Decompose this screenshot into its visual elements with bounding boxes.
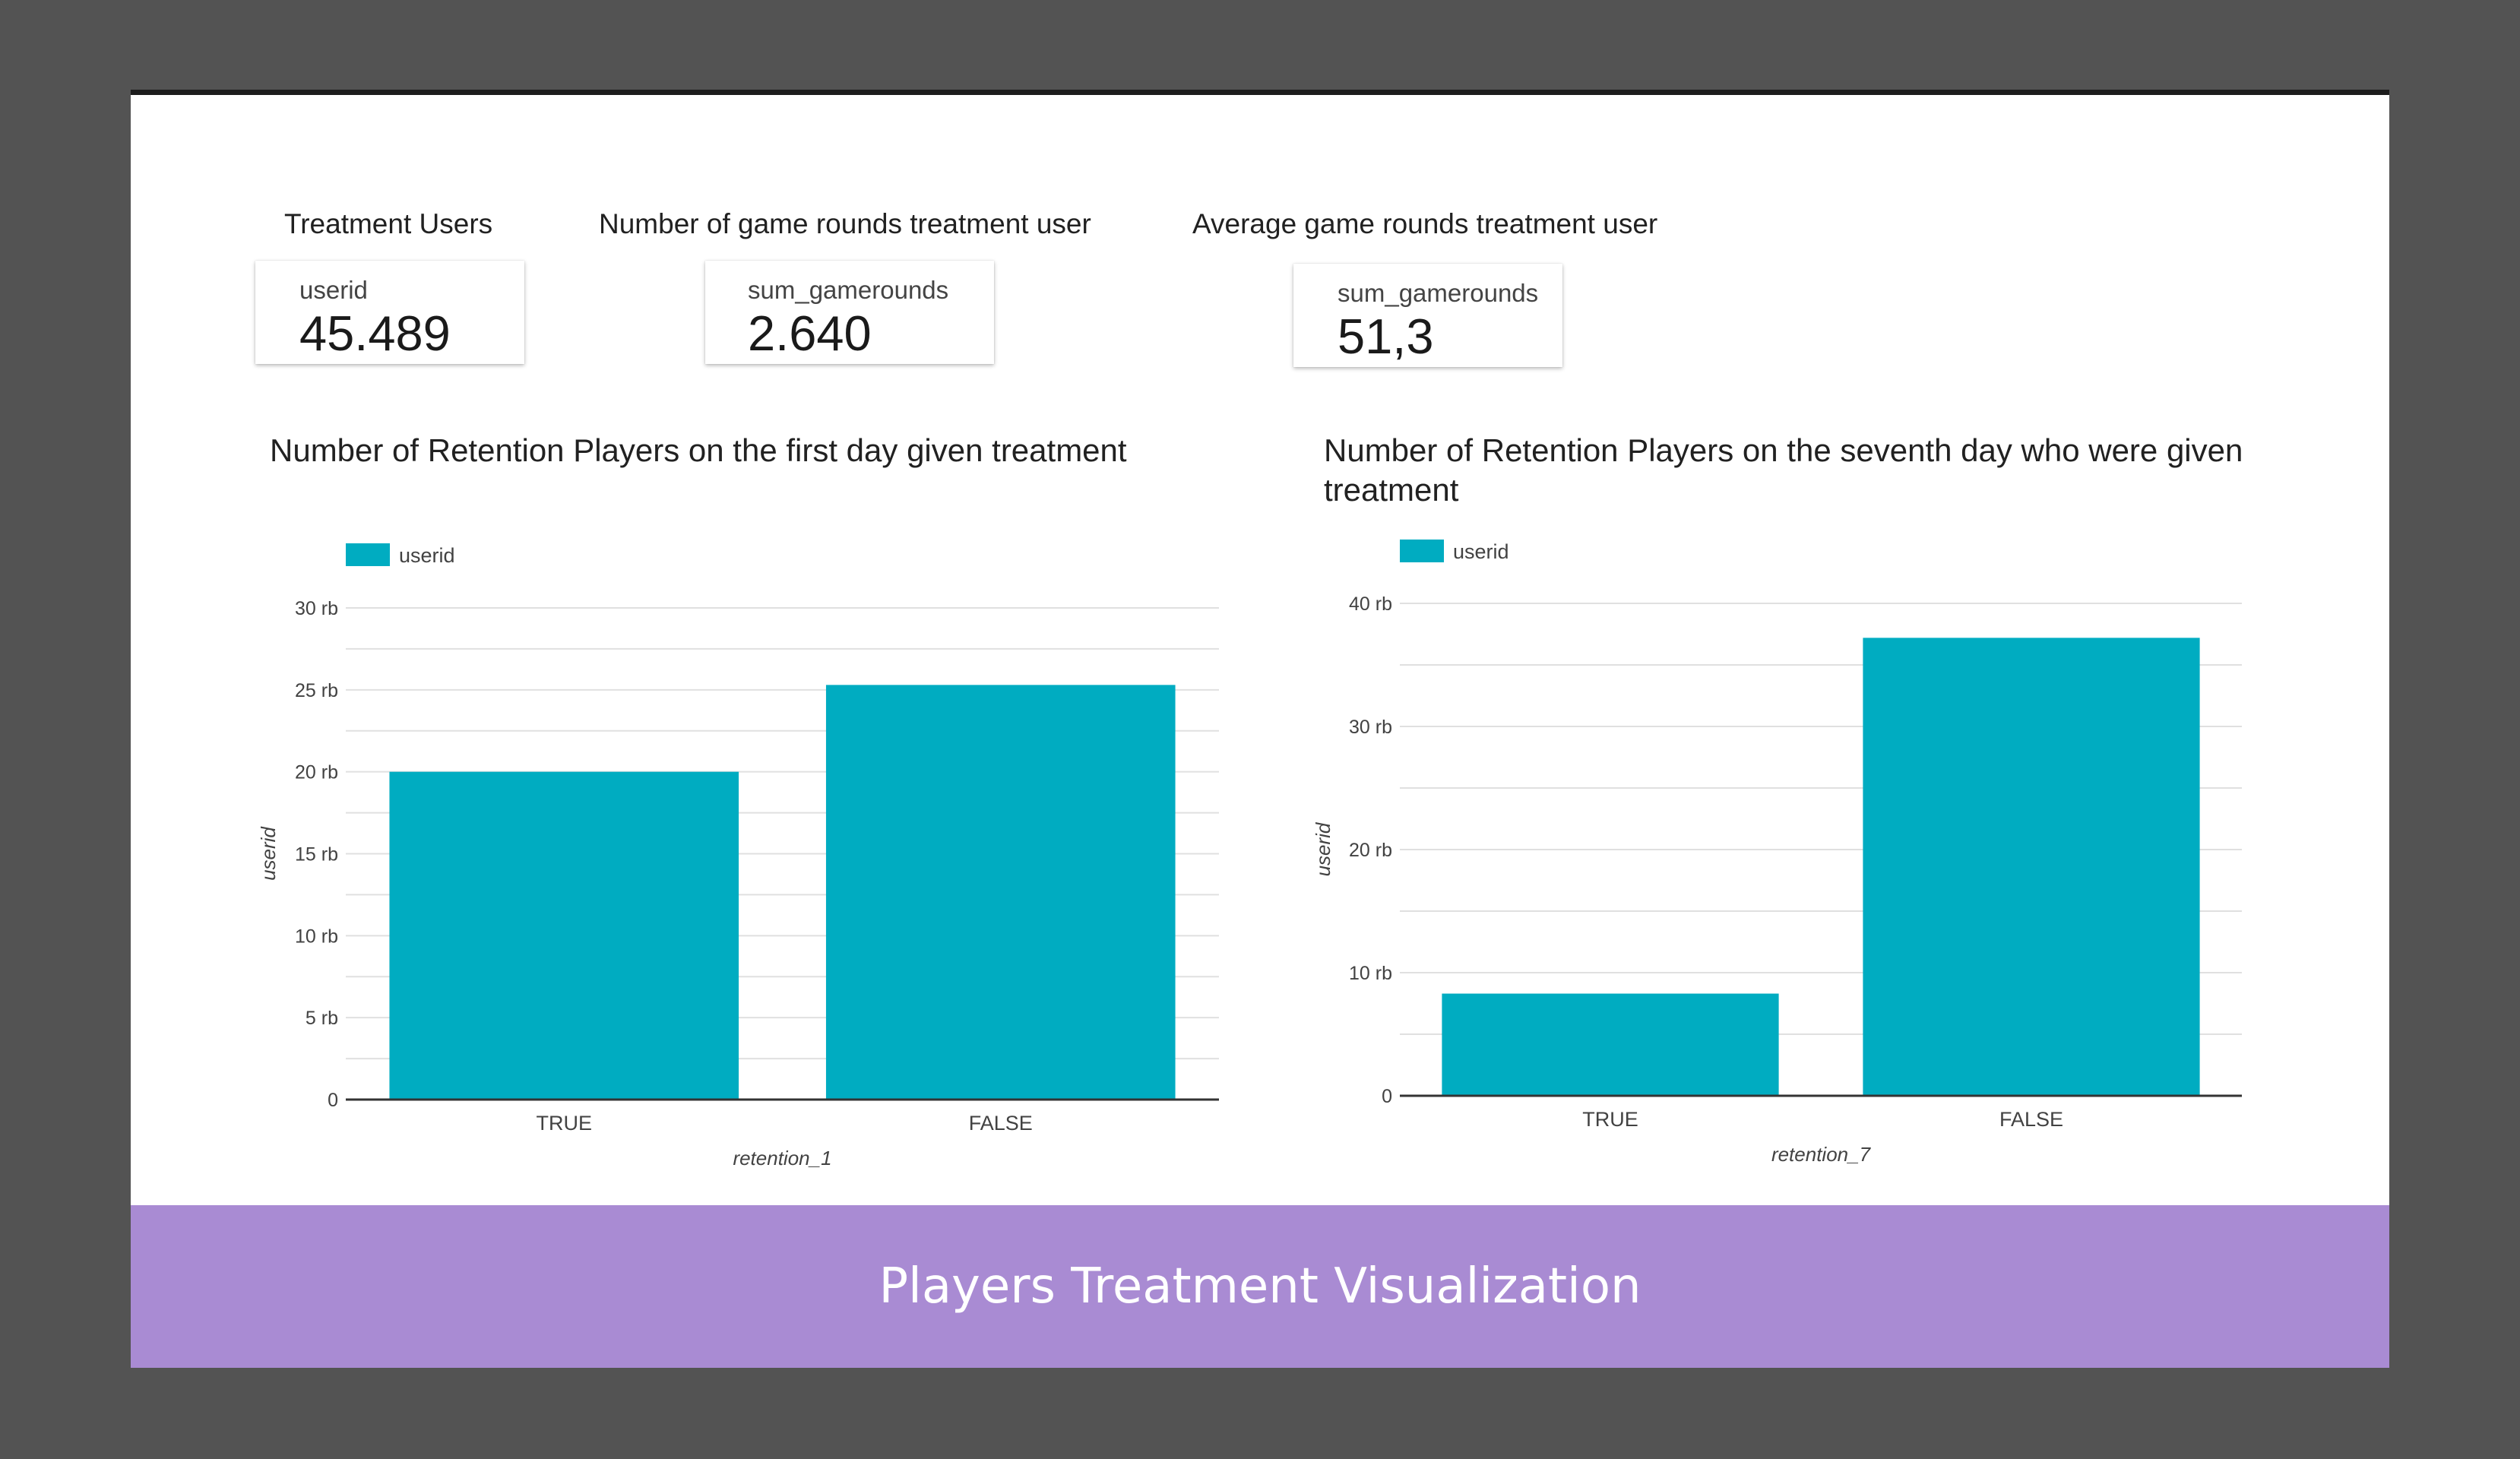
footer-title: Players Treatment Visualization	[879, 1258, 1641, 1315]
scorecard-value: 51,3	[1338, 309, 1434, 364]
y-tick-label: 25 rb	[295, 680, 338, 701]
scorecard-title-treatment-users: Treatment Users	[284, 208, 493, 239]
x-tick-label: FALSE	[969, 1112, 1033, 1135]
y-tick-label: 0	[328, 1090, 338, 1111]
legend-swatch	[1400, 540, 1444, 562]
y-tick-label: 30 rb	[295, 598, 338, 619]
chart-title-retention-1: Number of Retention Players on the first…	[270, 432, 1127, 468]
y-tick-label: 15 rb	[295, 844, 338, 866]
scorecard-label: userid	[299, 276, 368, 304]
x-tick-label: TRUE	[537, 1112, 593, 1135]
chart-title-retention-7: Number of Retention Players on the seven…	[1324, 432, 2243, 508]
scorecard-treatment-users[interactable]: userid 45.489	[255, 261, 524, 364]
scorecard-value: 45.489	[299, 305, 451, 361]
scorecard-game-rounds[interactable]: sum_gamerounds 2.640	[705, 261, 994, 364]
y-tick-label: 10 rb	[295, 926, 338, 947]
y-axis-title: userid	[1312, 821, 1334, 876]
legend-label: userid	[399, 544, 455, 567]
scorecard-title-game-rounds: Number of game rounds treatment user	[599, 208, 1091, 239]
y-tick-label: 30 rb	[1349, 717, 1392, 738]
x-axis-title: retention_1	[733, 1147, 831, 1169]
scorecard-label: sum_gamerounds	[748, 276, 949, 304]
dashboard-slide: Treatment Users userid 45.489 Number of …	[131, 90, 2389, 1368]
x-axis-title: retention_7	[1771, 1143, 1872, 1166]
scorecard-value: 2.640	[748, 305, 872, 361]
x-tick-label: FALSE	[1999, 1108, 2063, 1131]
bar-chart-retention-1[interactable]: 0 5 rb 10 rb 15 rb 20 rb 25 rb 30 rb TRUE FALSE r…	[131, 95, 1271, 1204]
y-tick-label: 20 rb	[1349, 840, 1392, 861]
scorecard-average-rounds[interactable]: sum_gamerounds 51,3	[1293, 264, 1562, 367]
footer-band: Players Treatment Visualization	[131, 1205, 2389, 1368]
y-tick-label: 0	[1382, 1086, 1392, 1107]
legend-label: userid	[1453, 540, 1509, 563]
legend-swatch	[346, 543, 390, 566]
y-tick-label: 10 rb	[1349, 963, 1392, 984]
scorecard-label: sum_gamerounds	[1338, 279, 1539, 307]
bar-false[interactable]	[825, 685, 1176, 1100]
bar-true[interactable]	[1442, 993, 1779, 1096]
x-tick-label: TRUE	[1582, 1108, 1638, 1131]
y-axis-title: userid	[257, 826, 280, 881]
y-tick-label: 40 rb	[1349, 593, 1392, 615]
bar-true[interactable]	[389, 771, 739, 1100]
bar-false[interactable]	[1863, 638, 2200, 1096]
y-tick-label: 20 rb	[295, 762, 338, 783]
scorecard-title-average-rounds: Average game rounds treatment user	[1192, 208, 1658, 239]
y-tick-label: 5 rb	[306, 1008, 338, 1029]
bar-chart-retention-7[interactable]: 0 10 rb 20 rb 30 rb 40 rb TRUE FALSE retention_…	[131, 95, 2389, 1204]
